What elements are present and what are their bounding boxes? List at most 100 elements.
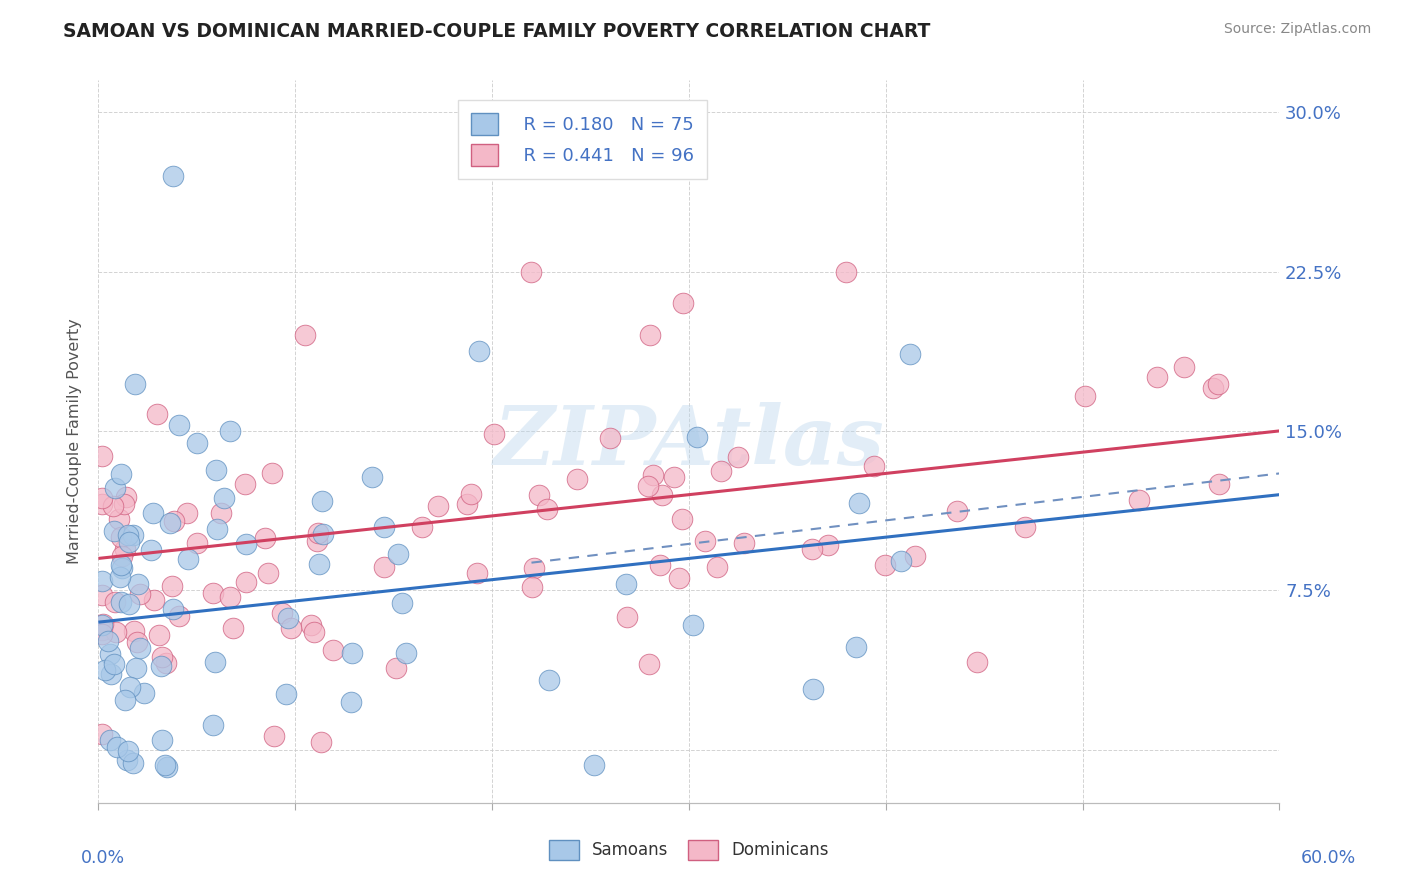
Point — [142, 593, 165, 607]
Point — [848, 496, 870, 510]
Point — [160, 579, 183, 593]
Point — [98, 732, 121, 747]
Point — [966, 655, 988, 669]
Point — [115, 753, 138, 767]
Point — [117, 528, 139, 542]
Text: SAMOAN VS DOMINICAN MARRIED-COUPLE FAMILY POVERTY CORRELATION CHART: SAMOAN VS DOMINICAN MARRIED-COUPLE FAMIL… — [63, 22, 931, 41]
Point — [898, 347, 921, 361]
Point — [311, 735, 333, 749]
Point — [1202, 381, 1225, 395]
Point — [904, 549, 927, 563]
Point — [312, 526, 335, 541]
Point — [100, 667, 122, 681]
Point — [219, 424, 242, 438]
Point — [465, 566, 488, 580]
Point — [863, 458, 886, 473]
Point — [122, 624, 145, 638]
Point — [221, 621, 243, 635]
Point — [733, 536, 755, 550]
Point — [112, 497, 135, 511]
Legend: Samoans, Dominicans: Samoans, Dominicans — [541, 833, 837, 867]
Point — [155, 656, 177, 670]
Point — [263, 729, 285, 743]
Point — [460, 487, 482, 501]
Point — [307, 533, 329, 548]
Point — [294, 328, 316, 343]
Y-axis label: Married-Couple Family Poverty: Married-Couple Family Poverty — [67, 318, 83, 565]
Point — [520, 264, 543, 278]
Point — [186, 535, 208, 549]
Point — [801, 681, 824, 696]
Point — [373, 520, 395, 534]
Point — [582, 758, 605, 772]
Point — [97, 634, 120, 648]
Point — [1208, 376, 1230, 391]
Point — [235, 574, 257, 589]
Point — [817, 538, 839, 552]
Point — [169, 609, 191, 624]
Point — [1073, 388, 1095, 402]
Point — [124, 376, 146, 391]
Point — [277, 611, 299, 625]
Point — [468, 344, 491, 359]
Point — [94, 663, 117, 677]
Point — [114, 541, 136, 556]
Point — [176, 506, 198, 520]
Point — [260, 467, 283, 481]
Point — [276, 687, 298, 701]
Point — [129, 587, 152, 601]
Point — [671, 512, 693, 526]
Point — [523, 561, 546, 575]
Point — [527, 487, 550, 501]
Point — [302, 625, 325, 640]
Point — [118, 598, 141, 612]
Point — [108, 570, 131, 584]
Point — [710, 464, 733, 478]
Point — [271, 606, 294, 620]
Point — [114, 693, 136, 707]
Point — [727, 450, 749, 465]
Point — [484, 426, 506, 441]
Point — [103, 657, 125, 672]
Point — [1128, 492, 1150, 507]
Point — [637, 479, 659, 493]
Point — [118, 535, 141, 549]
Point — [395, 646, 418, 660]
Point — [146, 407, 169, 421]
Point — [235, 537, 257, 551]
Point — [153, 757, 176, 772]
Point — [1014, 520, 1036, 534]
Point — [91, 574, 114, 589]
Point — [91, 491, 114, 505]
Point — [835, 264, 858, 278]
Point — [201, 718, 224, 732]
Point — [98, 647, 121, 661]
Point — [163, 514, 186, 528]
Point — [111, 561, 134, 575]
Text: 60.0%: 60.0% — [1301, 849, 1357, 867]
Point — [91, 727, 114, 741]
Point — [117, 744, 139, 758]
Point — [167, 417, 190, 432]
Point — [638, 328, 661, 343]
Point — [110, 530, 132, 544]
Point — [212, 491, 235, 506]
Text: 0.0%: 0.0% — [80, 849, 125, 867]
Point — [204, 655, 226, 669]
Point — [411, 520, 433, 534]
Point — [1146, 369, 1168, 384]
Point — [150, 650, 173, 665]
Point — [427, 499, 450, 513]
Point — [142, 506, 165, 520]
Point — [890, 554, 912, 568]
Text: ZIPAtlas: ZIPAtlas — [494, 401, 884, 482]
Point — [101, 499, 124, 513]
Point — [91, 588, 114, 602]
Point — [664, 470, 686, 484]
Point — [121, 756, 143, 770]
Point — [648, 558, 671, 572]
Point — [104, 481, 127, 495]
Point — [108, 512, 131, 526]
Point — [162, 169, 184, 183]
Point — [139, 543, 162, 558]
